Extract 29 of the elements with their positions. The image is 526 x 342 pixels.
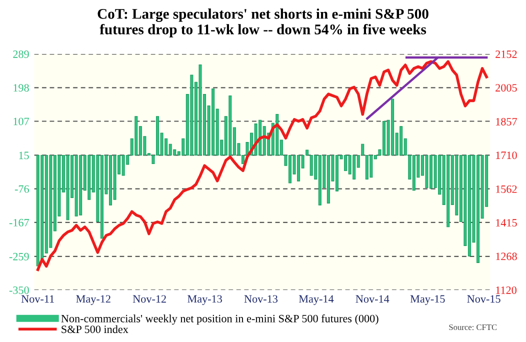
y-tick-label: -167	[9, 218, 30, 226]
chart-title: CoT: Large speculators' net shorts in e-mini S&P 500 futures drop to 11-wk low -- down 54% in five weeks	[98, 8, 428, 38]
x-tick-label: May-12	[76, 295, 110, 305]
x-tick-label: Nov-14	[356, 295, 390, 303]
y2-tick-label: 2005	[496, 84, 517, 92]
y-tick-label: 107	[14, 118, 30, 126]
y-tick-label: -350	[9, 286, 29, 294]
y-tick-label: 289	[13, 50, 29, 58]
x-tick-label: May-15	[410, 295, 445, 305]
x-tick-label: Nov-12	[132, 295, 166, 303]
y2-tick-label: 1857	[496, 118, 517, 126]
x-tick-label: May-13	[188, 295, 222, 305]
x-tick-label: Nov-15	[467, 295, 500, 303]
x-tick-label: Nov-13	[244, 295, 278, 303]
y2-tick-label: 2152	[496, 50, 517, 58]
source-note: Source: CFTC	[449, 324, 497, 330]
y-tick-label: -259	[9, 252, 29, 260]
y-tick-label: -76	[14, 185, 29, 193]
y2-tick-label: 1120	[496, 286, 516, 294]
y2-tick-label: 1415	[496, 219, 517, 227]
y2-tick-label: 1562	[496, 185, 517, 193]
x-tick-label: Nov-11	[21, 295, 54, 303]
y-tick-label: 198	[14, 84, 29, 92]
legend-label: S&P 500 index	[62, 325, 128, 334]
x-tick-label: May-14	[298, 295, 334, 305]
y-tick-label: 15	[19, 152, 29, 160]
legend-label: Non-commercials' weekly net position in e-mini S&P 500 futures (000)	[61, 314, 378, 325]
y2-tick-label: 1268	[496, 252, 517, 260]
y2-tick-label: 1710	[496, 152, 517, 160]
